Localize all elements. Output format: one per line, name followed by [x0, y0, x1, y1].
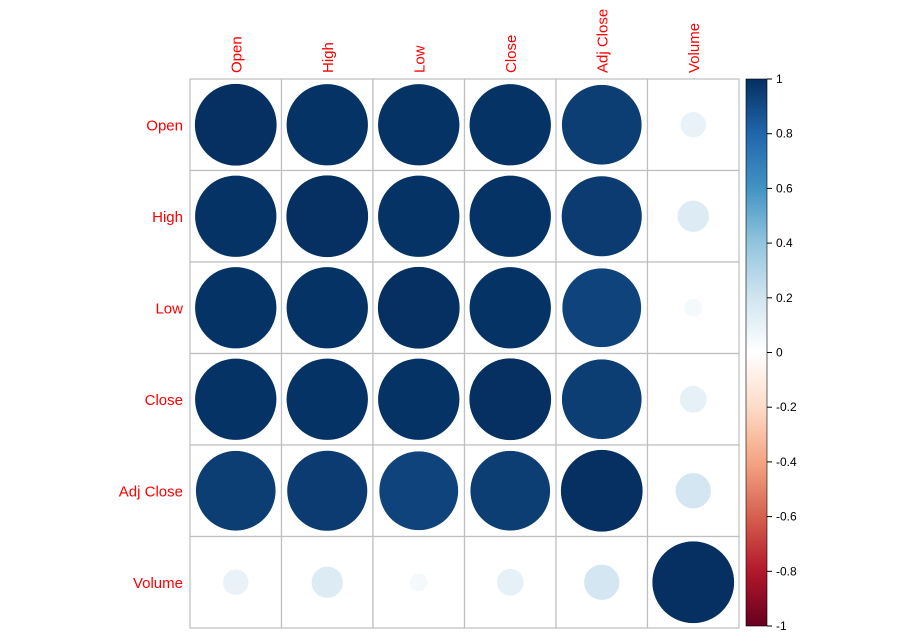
column-label: Low [411, 45, 428, 73]
colorbar-tick-label: -0.8 [776, 564, 797, 578]
colorbar-tick-label: 0.6 [776, 181, 793, 195]
corr-circle-close-volume [679, 385, 708, 414]
corr-circle-adj-close-high [286, 450, 368, 532]
corr-circle-low-open [194, 266, 278, 350]
colorbar-tick-label: -0.4 [776, 455, 797, 469]
corr-circle-open-volume [679, 111, 707, 139]
colorbar-tick-label: -0.6 [776, 510, 797, 524]
corr-circle-open-adj-close [561, 84, 643, 166]
column-label: Adj Close [594, 9, 611, 73]
corr-circle-high-volume [677, 200, 710, 233]
corr-circle-volume-high [311, 566, 344, 599]
row-label: Volume [133, 575, 183, 592]
corr-circle-close-close [468, 357, 552, 441]
corr-circle-high-high [285, 174, 369, 258]
corr-circle-low-close [468, 266, 552, 350]
corr-circle-low-high [285, 266, 369, 350]
circles [194, 83, 735, 624]
colorbar-tick-label: 0 [776, 346, 783, 360]
corr-circle-volume-adj-close [583, 564, 620, 601]
row-label: High [152, 209, 183, 226]
colorbar-tick-label: 0.2 [776, 291, 793, 305]
corr-circle-close-adj-close [561, 358, 643, 440]
colorbar-gradient [745, 78, 768, 627]
corr-circle-high-close [468, 174, 552, 258]
corr-circle-open-close [468, 83, 552, 167]
colorbar: 1 0.8 0.6 0.4 0.2 0 -0.2 -0.4 -0.6 -0.8 -1 [745, 72, 797, 633]
grid [189, 78, 740, 629]
row-label: Open [146, 117, 183, 134]
corr-circle-volume-volume [651, 540, 735, 624]
corr-circle-open-high [285, 83, 369, 167]
colorbar-tick-label: 0.4 [776, 236, 793, 250]
corr-circle-low-adj-close [561, 267, 642, 348]
column-label: High [320, 42, 337, 73]
corr-circle-high-low [377, 174, 461, 258]
corr-circle-adj-close-volume [675, 472, 712, 509]
corr-circle-high-adj-close [561, 175, 643, 257]
corr-circle-open-open [194, 83, 278, 167]
corr-circle-adj-close-adj-close [560, 449, 644, 533]
corr-circle-volume-close [496, 568, 525, 597]
row-label: Low [155, 300, 183, 317]
colorbar-tick-label: 0.8 [776, 127, 793, 141]
corr-circle-low-low [377, 266, 461, 350]
corr-circle-close-low [377, 357, 461, 441]
corr-circle-high-open [194, 174, 278, 258]
row-labels: Open High Low Close Adj Close Volume [119, 117, 183, 592]
corr-circle-close-high [285, 357, 369, 441]
column-label: Close [503, 35, 520, 73]
row-label: Adj Close [119, 483, 183, 500]
corr-circle-adj-close-open [195, 450, 277, 532]
corr-circle-adj-close-close [469, 450, 551, 532]
column-labels: Open High Low Close Adj Close Volume [228, 9, 703, 73]
corr-circle-adj-close-low [378, 450, 459, 531]
row-label: Close [145, 392, 183, 409]
corr-circle-volume-low [409, 572, 429, 592]
colorbar-tick-label: -1 [776, 619, 787, 633]
column-label: Open [228, 36, 245, 73]
column-label: Volume [686, 23, 703, 73]
corr-circle-open-low [377, 83, 461, 167]
corr-circle-close-open [194, 357, 278, 441]
corr-circle-volume-open [222, 568, 250, 596]
corr-circle-low-volume [683, 298, 703, 318]
colorbar-tick-label: 1 [776, 72, 783, 86]
colorbar-tick-label: -0.2 [776, 400, 797, 414]
